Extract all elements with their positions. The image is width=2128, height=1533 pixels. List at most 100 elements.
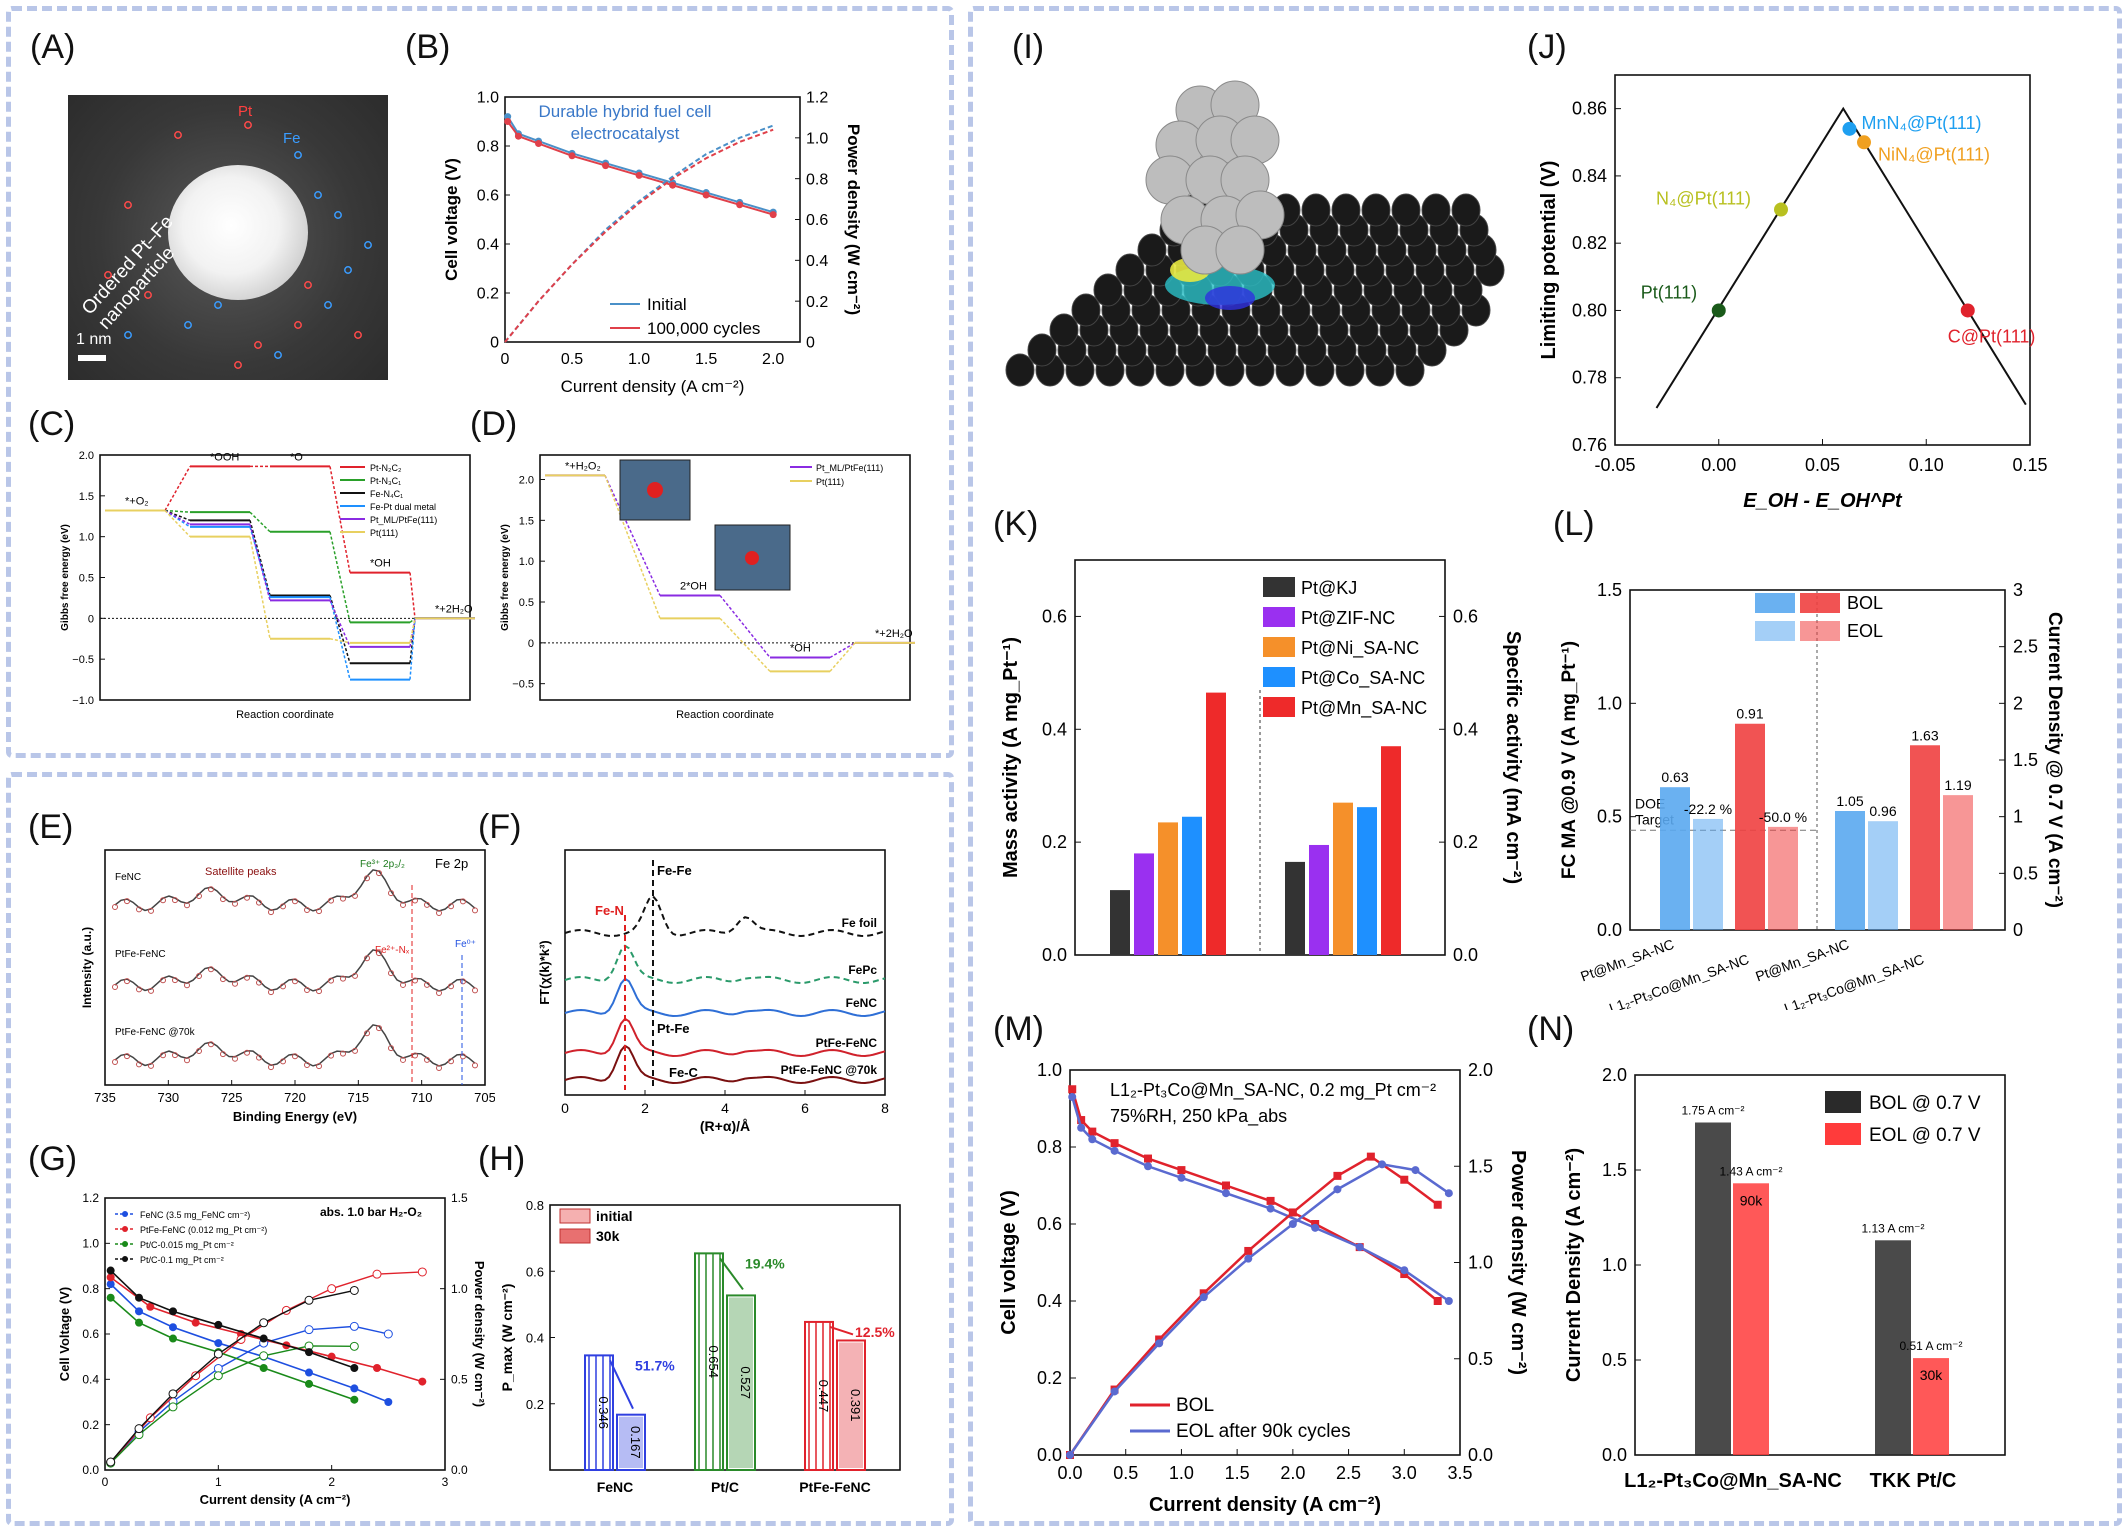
D-ylabel: Gibbs free energy (eV) — [500, 524, 511, 631]
e-data-point — [472, 987, 478, 994]
h-bar-label: 0.654 — [706, 1345, 721, 1378]
h-bar-label: 0.527 — [738, 1366, 753, 1399]
C-connector — [249, 536, 271, 639]
e-data-point — [244, 894, 250, 901]
atom-marker — [314, 191, 322, 199]
m-tick-label: 0.0 — [1037, 1445, 1062, 1465]
k-bar — [1182, 816, 1202, 955]
atom-marker — [144, 291, 152, 299]
e-data-point — [172, 1052, 178, 1059]
l-bar-label: 0.63 — [1661, 769, 1688, 785]
n-bar-label: 0.51 A cm⁻² — [1899, 1339, 1962, 1353]
n-legend-label: EOL @ 0.7 V — [1869, 1125, 1981, 1146]
h-bar-label: 0.447 — [816, 1380, 831, 1413]
atom-marker — [234, 361, 242, 369]
e-title: Fe 2p — [435, 856, 468, 871]
g-power-point — [191, 1371, 201, 1381]
j-point — [1960, 303, 1975, 318]
atom-marker — [294, 151, 302, 159]
e-xlabel: Binding Energy (eV) — [233, 1109, 357, 1124]
m-point — [1144, 1162, 1152, 1171]
g-point — [350, 1395, 359, 1404]
h-drop-arrow — [829, 1325, 854, 1336]
n-legend-label: BOL @ 0.7 V — [1869, 1093, 1981, 1114]
m-point — [1400, 1266, 1409, 1275]
g-power-line — [110, 1345, 355, 1464]
panel-label-j: (J) — [1527, 28, 1567, 66]
n-category-label: L1₂-Pt₃Co@Mn_SA-NC — [1624, 1470, 1842, 1492]
chart-j: -0.05 0.00 0.05 0.10 0.15 0.76 0.78 0.80 0.82 0.8… — [1538, 74, 2048, 512]
atom-marker — [304, 281, 312, 289]
b-y2-tick-label: 0 — [806, 335, 815, 352]
l-bar — [1868, 821, 1898, 930]
panel-label-c: (C) — [28, 405, 76, 443]
b-x-tick-label: 0 — [501, 351, 510, 368]
g-power-point — [134, 1424, 144, 1434]
m-point — [1088, 1127, 1097, 1136]
e-data-point — [244, 1049, 250, 1056]
panel-label-d: (D) — [470, 405, 518, 443]
e-data-point — [220, 976, 226, 983]
chart-l: 0.0 0.5 1.0 1.5 0 0.5 1 1.5 2 2.5 3 FC MA @0.9 V (A… — [1559, 580, 2065, 1010]
m-point — [1266, 1204, 1275, 1213]
h-bar-hatch — [839, 1342, 863, 1468]
e-x-tick-label: 705 — [474, 1090, 495, 1105]
e-data-point — [232, 980, 238, 987]
D-tick-label: 1.0 — [519, 556, 534, 568]
j-point-label: NiN₄@Pt(111) — [1878, 144, 1990, 164]
b-point — [514, 132, 522, 140]
m-tick-label: 3.5 — [1447, 1463, 1472, 1483]
atom-marker — [324, 301, 332, 309]
D-tick-label: 1.5 — [519, 515, 534, 527]
k-bar — [1110, 890, 1130, 955]
j-tick-label: 0.05 — [1805, 455, 1840, 475]
m-series-line — [1071, 1096, 1450, 1303]
f-series-line — [564, 1017, 886, 1057]
e-data-point — [124, 1053, 130, 1060]
C-tick-label: 1.5 — [79, 491, 94, 503]
m-title: L1₂-Pt₃Co@Mn_SA-NC, 0.2 mg_Pt cm⁻² — [1110, 1080, 1436, 1101]
e-data-point — [280, 903, 286, 910]
h-bar-30k — [726, 1294, 756, 1472]
scale-bar — [78, 355, 106, 361]
l-tick-label: 1 — [2013, 807, 2023, 827]
D-connector — [604, 475, 661, 596]
h-legend-swatch — [559, 1228, 591, 1244]
atom-marker — [344, 266, 352, 274]
d-inset-atom — [745, 551, 759, 565]
e-data-point — [256, 979, 262, 986]
f-series-line — [564, 1044, 886, 1084]
j-point-label: Pt(111) — [1641, 282, 1697, 302]
e-annotation: FeNC — [115, 872, 141, 883]
e-data-point — [292, 978, 298, 985]
n-bar-label: 1.75 A cm⁻² — [1681, 1104, 1744, 1118]
h-legend-label: 30k — [596, 1228, 620, 1244]
b-annotation-2: electrocatalyst — [571, 124, 680, 143]
b-series-line — [504, 128, 774, 343]
g-point — [169, 1323, 177, 1332]
b-point — [535, 140, 543, 148]
k-bar — [1381, 746, 1401, 955]
panel-label-a: (A) — [30, 28, 76, 66]
e-data-point — [232, 1055, 238, 1062]
b-y-tick-label: 1.0 — [477, 90, 499, 107]
b-point — [669, 181, 677, 189]
e-spectrum — [114, 869, 476, 912]
l-category-label: Pt@Mn_SA-NC — [1578, 936, 1676, 985]
lattice-atom — [1301, 193, 1331, 227]
m-tick-label: 3.0 — [1392, 1463, 1417, 1483]
j-point — [1857, 135, 1871, 150]
h-bar-hatch — [619, 1416, 643, 1468]
lattice-atom — [1421, 193, 1451, 227]
e-data-point — [424, 981, 430, 988]
k-tick-label: 0.4 — [1042, 719, 1067, 739]
m-point — [1311, 1223, 1320, 1232]
lattice-atom — [1071, 293, 1101, 327]
g-point — [106, 1293, 115, 1302]
c-legend-label: Pt-N₃C₁ — [370, 476, 401, 486]
m-point — [1411, 1166, 1420, 1175]
m-point — [1077, 1116, 1086, 1125]
e-data-point — [196, 1048, 202, 1055]
g-power-point — [383, 1329, 393, 1339]
g-point — [384, 1398, 393, 1406]
